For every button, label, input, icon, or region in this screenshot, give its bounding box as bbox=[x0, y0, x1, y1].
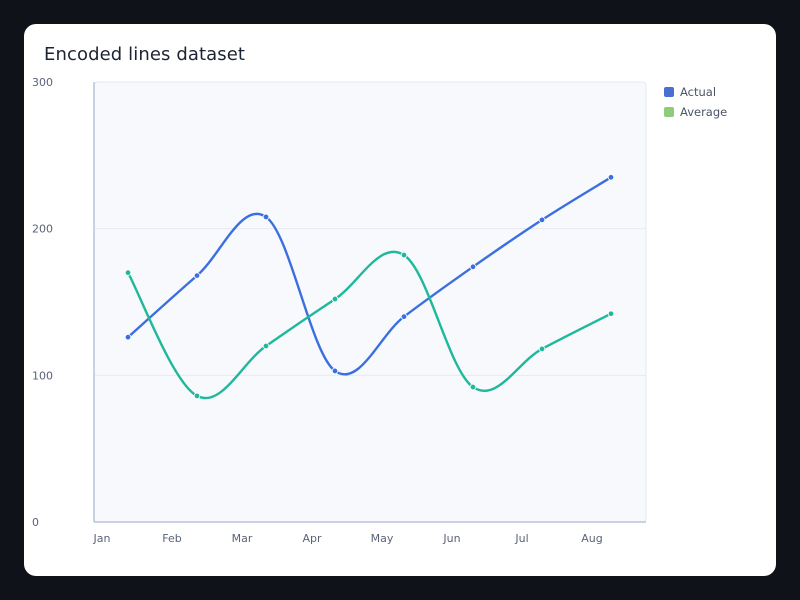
data-point-average bbox=[331, 295, 339, 303]
data-point-average bbox=[469, 383, 477, 391]
y-tick-label: 0 bbox=[32, 516, 39, 529]
y-tick-label: 100 bbox=[32, 369, 53, 382]
legend-swatch-actual bbox=[664, 87, 674, 97]
data-point-average bbox=[262, 342, 270, 350]
legend-label-actual: Actual bbox=[680, 85, 717, 99]
legend-swatch-average bbox=[664, 107, 674, 117]
data-point-actual bbox=[607, 174, 615, 181]
data-point-average bbox=[538, 345, 546, 353]
plot-area bbox=[93, 81, 647, 523]
y-tick-label: 200 bbox=[32, 223, 53, 236]
x-tick-label: Jun bbox=[442, 532, 460, 545]
x-tick-label: Jan bbox=[93, 532, 111, 545]
x-tick-label: Mar bbox=[232, 532, 253, 545]
x-tick-label: Feb bbox=[162, 532, 181, 545]
data-point-actual bbox=[469, 263, 477, 270]
data-point-average bbox=[400, 251, 408, 259]
data-point-actual bbox=[124, 334, 132, 341]
data-point-actual bbox=[193, 272, 201, 279]
x-tick-label: May bbox=[371, 532, 394, 545]
line-chart: 0 100 200 300 Jan Feb Mar Apr May Jun Jul Aug bbox=[32, 76, 647, 545]
x-tick-label: Aug bbox=[581, 532, 602, 545]
data-point-actual bbox=[331, 367, 339, 375]
data-point-average bbox=[124, 269, 132, 276]
y-tick-label: 300 bbox=[32, 76, 53, 89]
legend-item-average[interactable]: Average bbox=[664, 102, 727, 122]
data-point-actual bbox=[262, 213, 270, 221]
x-tick-label: Apr bbox=[302, 532, 322, 545]
series-line-actual bbox=[126, 176, 613, 376]
data-point-actual bbox=[538, 216, 546, 224]
legend-label-average: Average bbox=[680, 105, 728, 119]
legend-item-actual[interactable]: Actual bbox=[664, 82, 727, 102]
data-point-average bbox=[607, 310, 615, 317]
data-point-actual bbox=[400, 313, 408, 320]
data-point-average bbox=[193, 392, 201, 400]
x-tick-label: Jul bbox=[514, 532, 528, 545]
chart-card: Encoded lines dataset 0 100 200 300 Jan Feb Ma… bbox=[24, 24, 776, 576]
chart-title: Encoded lines dataset bbox=[44, 44, 246, 65]
legend: Actual Average bbox=[664, 82, 727, 122]
